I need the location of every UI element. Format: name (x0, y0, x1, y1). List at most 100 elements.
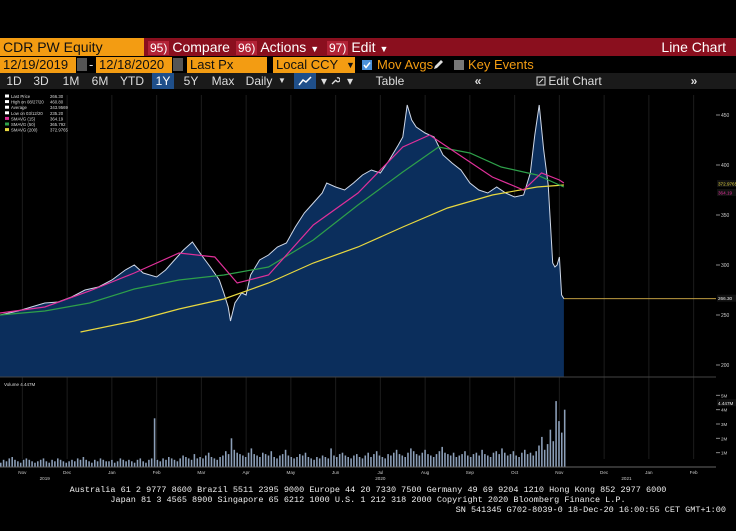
key-events-checkbox[interactable] (454, 60, 464, 70)
volume-bar (367, 452, 369, 467)
chevron-down-icon[interactable]: ▾ (320, 74, 328, 88)
volume-bar (373, 454, 375, 467)
volume-bar (242, 455, 244, 467)
volume-bar (39, 459, 42, 467)
volume-bar (131, 461, 133, 467)
volume-bar (435, 454, 438, 467)
volume-bar (210, 457, 213, 467)
volume-bar (461, 454, 463, 467)
volume-bar (358, 457, 361, 467)
price-field-select[interactable]: Last Px (187, 57, 267, 73)
volume-bar (219, 457, 221, 467)
volume-bar (168, 457, 170, 467)
edit-menu-label: Edit (351, 39, 376, 55)
volume-bar (156, 459, 159, 467)
volume-bar (230, 438, 233, 467)
compare-menu[interactable]: 95) Compare (148, 38, 230, 56)
x-tick-label: Apr (243, 470, 251, 475)
volume-bar (8, 458, 11, 467)
table-button[interactable]: Table (375, 74, 405, 88)
end-date-input[interactable]: 12/18/2020 (96, 57, 172, 73)
volume-bar (347, 457, 349, 467)
volume-bar (99, 458, 102, 467)
price-line (0, 104, 565, 322)
volume-bar (71, 459, 73, 467)
line-chart-icon[interactable] (294, 73, 316, 89)
volume-bar (153, 418, 156, 467)
edit-menu[interactable]: 97) Edit ▼ (327, 38, 388, 56)
period-ytd[interactable]: YTD (120, 74, 144, 88)
volume-bar (444, 452, 446, 467)
x-tick-label: Feb (153, 470, 161, 475)
volume-bar (441, 446, 443, 467)
volume-bar (94, 459, 96, 467)
expand-icon[interactable]: » (690, 74, 698, 88)
volume-bar (478, 455, 480, 467)
chevron-down-icon[interactable]: ▾ (346, 74, 354, 88)
volume-bar (113, 462, 116, 467)
legend-label: Low on 03/12/20 (11, 111, 43, 116)
period-3d[interactable]: 3D (33, 74, 49, 88)
x-tick-label: May (287, 470, 296, 475)
volume-bar (108, 461, 110, 467)
volume-bar (432, 457, 435, 467)
period-6m[interactable]: 6M (91, 74, 109, 88)
period-1d[interactable]: 1D (6, 74, 22, 88)
volume-bar (34, 462, 36, 467)
volume-bar (76, 458, 79, 467)
volume-bar (467, 455, 469, 467)
period-1m[interactable]: 1M (62, 74, 80, 88)
volume-bar (190, 459, 193, 467)
volume-bar (176, 461, 179, 467)
footer-contacts-1: Australia 61 2 9777 8600 Brazil 5511 239… (69, 485, 667, 495)
period-5y[interactable]: 5Y (183, 74, 199, 88)
volume-bar (307, 457, 310, 467)
volume-bar (438, 451, 441, 467)
price-tag: 372.9765 (718, 182, 736, 187)
volume-bar (54, 461, 56, 467)
calendar-icon[interactable] (173, 58, 183, 71)
volume-bar (296, 457, 298, 467)
edit-chart-button[interactable]: Edit Chart (548, 74, 602, 88)
ticker-field[interactable]: CDR PW Equity (0, 38, 144, 56)
period-1y[interactable]: 1Y (152, 73, 174, 89)
volume-bar (74, 461, 76, 467)
legend-label: Average (11, 105, 28, 110)
volume-bar (293, 458, 295, 467)
legend-value: 372.9765 (50, 128, 69, 133)
volume-bar (407, 452, 409, 467)
collapse-icon[interactable]: « (474, 74, 482, 88)
pencil-icon[interactable] (433, 59, 444, 70)
date-separator: - (89, 57, 94, 72)
period-max[interactable]: Max (211, 74, 235, 88)
currency-select[interactable]: Local CCY (273, 57, 355, 73)
volume-bar (273, 457, 275, 467)
last-price-tag-box (717, 294, 736, 302)
wrench-icon[interactable] (330, 76, 340, 86)
volume-bar (487, 455, 489, 467)
volume-bar (543, 449, 546, 467)
volume-bar (364, 455, 367, 467)
volume-bar (526, 454, 529, 467)
volume-tag-box (717, 399, 736, 407)
frequency-select[interactable]: Daily (245, 74, 273, 88)
volume-bar (532, 455, 535, 467)
x-tick-label: Aug (421, 470, 430, 475)
mov-avgs-checkbox[interactable] (362, 60, 372, 70)
volume-bar (136, 459, 139, 467)
volume-bar (65, 462, 68, 467)
x-tick-label: Feb (690, 470, 698, 475)
calendar-icon[interactable] (77, 58, 87, 71)
volume-bar (299, 454, 301, 467)
x-tick-label: Oct (511, 470, 519, 475)
volume-bar (418, 455, 421, 467)
volume-bar (196, 458, 199, 467)
volume-bar (205, 455, 207, 467)
start-date-input[interactable]: 12/19/2019 (0, 57, 76, 73)
volume-bar (449, 455, 452, 467)
volume-bar (247, 452, 250, 467)
price-chart[interactable]: Last Price 266.30 High on 08/27/20 460.80 Av… (0, 89, 736, 485)
volume-bar (504, 452, 506, 467)
year-label: 2019 (40, 476, 51, 481)
actions-menu[interactable]: 96) Actions ▼ (236, 38, 319, 56)
